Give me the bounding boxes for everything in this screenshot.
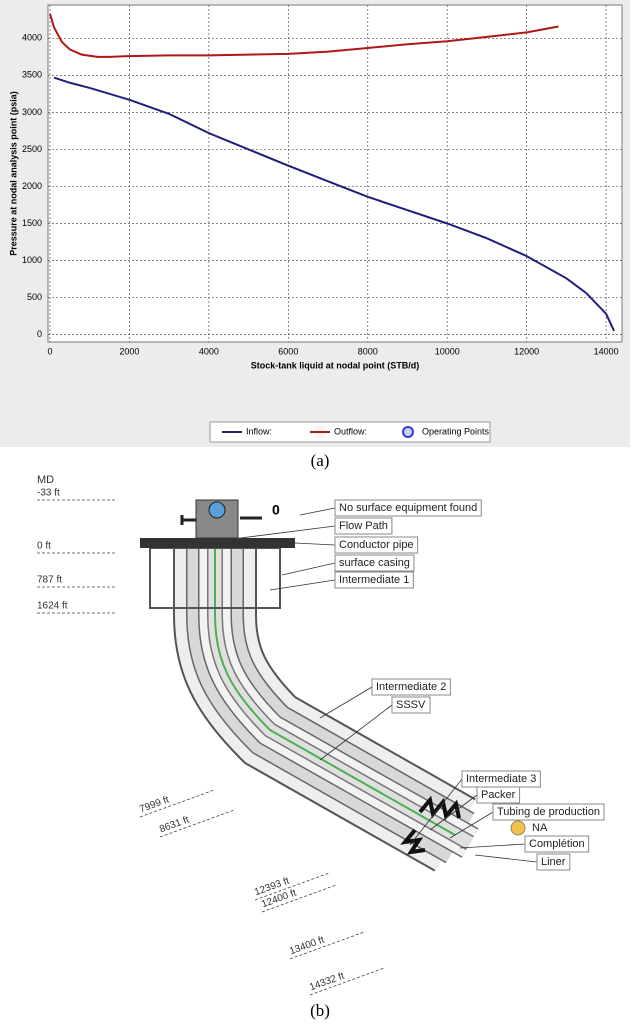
gauge bbox=[209, 502, 225, 518]
y-tick-label: 4000 bbox=[22, 33, 42, 43]
y-tick-label: 2500 bbox=[22, 144, 42, 154]
callout-label: Intermediate 3 bbox=[466, 773, 536, 785]
x-tick-label: 12000 bbox=[514, 346, 539, 356]
x-axis-title: Stock-tank liquid at nodal point (STB/d) bbox=[251, 360, 420, 370]
well-schematic: 0 bbox=[140, 500, 525, 852]
y-tick-label: 1000 bbox=[22, 255, 42, 265]
callout-label: NA bbox=[532, 822, 548, 834]
x-tick-label: 14000 bbox=[594, 346, 619, 356]
callout-label: No surface equipment found bbox=[339, 502, 477, 514]
x-tick-label: 0 bbox=[47, 346, 52, 356]
caption: (a) bbox=[311, 451, 330, 470]
y-tick-label: 3500 bbox=[22, 70, 42, 80]
depth-label: 14332 ft bbox=[308, 971, 346, 994]
callout-leader bbox=[300, 508, 335, 515]
x-tick-label: 4000 bbox=[199, 346, 219, 356]
x-tick-label: 2000 bbox=[119, 346, 139, 356]
callout-label: Conductor pipe bbox=[339, 539, 414, 551]
callout-leader bbox=[475, 855, 537, 862]
legend-marker bbox=[403, 427, 413, 437]
legend-label: Operating Points bbox=[422, 426, 490, 436]
callout-label: Tubing de production bbox=[497, 806, 600, 818]
legend-label: Inflow: bbox=[246, 426, 272, 436]
callout-label: Flow Path bbox=[339, 520, 388, 532]
na-icon bbox=[511, 821, 525, 835]
callout-label: Packer bbox=[481, 789, 516, 801]
callout-leader bbox=[225, 526, 335, 540]
callout-leader bbox=[295, 543, 335, 545]
figure: (a) (b) 0 0 500 1000 1500 2000 2500 3000 3500 40… bbox=[0, 0, 643, 1027]
callout-label: Complétion bbox=[529, 838, 585, 850]
callout-label: surface casing bbox=[339, 557, 410, 569]
y-tick-label: 2000 bbox=[22, 181, 42, 191]
flange bbox=[140, 538, 295, 548]
y-tick-label: 0 bbox=[37, 329, 42, 339]
md-header: MD bbox=[37, 474, 54, 486]
depth-label: 7999 ft bbox=[138, 794, 171, 815]
callout-leader bbox=[282, 563, 335, 575]
depth-label: 1624 ft bbox=[37, 601, 68, 612]
callout-label: Liner bbox=[541, 856, 566, 868]
legend-label: Outflow: bbox=[334, 426, 367, 436]
callout-leader bbox=[320, 687, 372, 718]
y-tick-label: 3000 bbox=[22, 107, 42, 117]
callout-label: Intermediate 1 bbox=[339, 574, 409, 586]
depth-label: -33 ft bbox=[37, 488, 60, 499]
x-tick-label: 10000 bbox=[435, 346, 460, 356]
callout-label: SSSV bbox=[396, 699, 426, 711]
callout-label: Intermediate 2 bbox=[376, 681, 446, 693]
callout-leader bbox=[460, 844, 525, 848]
x-tick-label: 6000 bbox=[278, 346, 298, 356]
valve-label: 0 bbox=[272, 502, 280, 518]
y-tick-label: 500 bbox=[27, 292, 42, 302]
depth-label: 0 ft bbox=[37, 541, 51, 552]
depth-label: 13400 ft bbox=[288, 935, 326, 958]
x-tick-label: 8000 bbox=[358, 346, 378, 356]
y-tick-label: 1500 bbox=[22, 218, 42, 228]
caption: (b) bbox=[310, 1001, 330, 1020]
depth-label: 8631 ft bbox=[158, 814, 191, 835]
depth-label: 787 ft bbox=[37, 575, 62, 586]
y-axis-title: Pressure at nodal analysis point (psia) bbox=[8, 91, 18, 256]
